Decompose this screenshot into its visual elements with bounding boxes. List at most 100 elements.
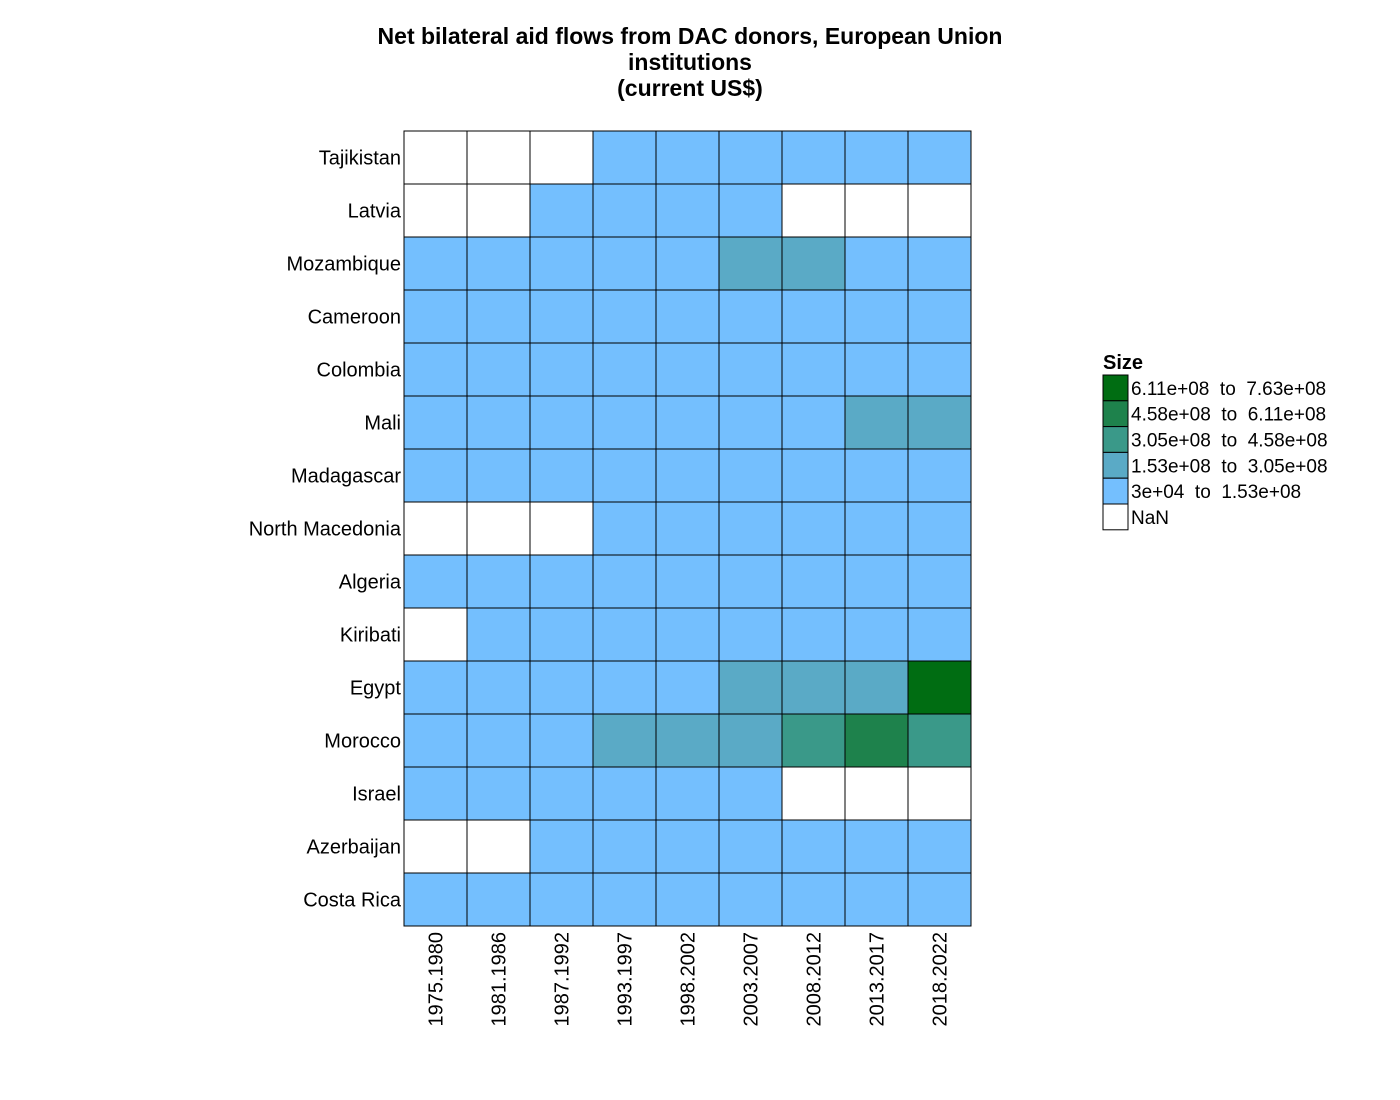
heatmap-cell-latvia-1981.1986 <box>466 183 531 238</box>
heatmap-cell-colombia-2013.2017 <box>844 342 909 397</box>
heatmap-cell-costa-rica-2018.2022 <box>907 872 972 927</box>
y-tick-label-kiribati: Kiribati <box>340 625 401 647</box>
chart-title-line-3: (current US$) <box>617 75 763 101</box>
y-tick-label-north-macedonia: North Macedonia <box>249 519 402 541</box>
heatmap-cell-mozambique-1987.1992 <box>529 236 594 291</box>
legend-label-1: 4.58e+08 to 6.11e+08 <box>1131 405 1326 426</box>
y-tick-label-latvia: Latvia <box>348 201 402 223</box>
heatmap-cell-madagascar-2013.2017 <box>844 448 909 503</box>
heatmap-cell-egypt-1981.1986 <box>466 660 531 715</box>
y-tick-label-colombia: Colombia <box>317 360 402 382</box>
heatmap-cell-tajikistan-1975.1980 <box>403 130 468 185</box>
heatmap-cell-madagascar-1987.1992 <box>529 448 594 503</box>
legend-swatch-3 <box>1102 451 1129 479</box>
heatmap-cell-north-macedonia-1998.2002 <box>655 501 720 556</box>
heatmap-cell-mozambique-2018.2022 <box>907 236 972 291</box>
heatmap-cell-colombia-1998.2002 <box>655 342 720 397</box>
heatmap-cell-azerbaijan-2008.2012 <box>781 819 846 874</box>
legend: Size 6.11e+08 to 7.63e+08 4.58e+08 to 6.11… <box>1102 352 1328 531</box>
heatmap-cell-azerbaijan-1987.1992 <box>529 819 594 874</box>
heatmap-cell-morocco-2008.2012 <box>781 713 846 768</box>
heatmap-cell-cameroon-1998.2002 <box>655 289 720 344</box>
heatmap-cell-colombia-1981.1986 <box>466 342 531 397</box>
heatmap-cell-tajikistan-2013.2017 <box>844 130 909 185</box>
heatmap-cell-colombia-1975.1980 <box>403 342 468 397</box>
heatmap-cell-kiribati-1981.1986 <box>466 607 531 662</box>
heatmap-cell-israel-1975.1980 <box>403 766 468 821</box>
heatmap-cell-algeria-2003.2007 <box>718 554 783 609</box>
heatmap-cell-costa-rica-2013.2017 <box>844 872 909 927</box>
heatmap-cell-kiribati-2013.2017 <box>844 607 909 662</box>
heatmap-cell-israel-2008.2012 <box>781 766 846 821</box>
heatmap-cell-egypt-2008.2012 <box>781 660 846 715</box>
y-tick-label-israel: Israel <box>352 784 401 806</box>
heatmap-cell-latvia-1998.2002 <box>655 183 720 238</box>
heatmap-cell-algeria-2018.2022 <box>907 554 972 609</box>
heatmap-cell-north-macedonia-1993.1997 <box>592 501 657 556</box>
heatmap-cell-colombia-2008.2012 <box>781 342 846 397</box>
heatmap-cell-costa-rica-1987.1992 <box>529 872 594 927</box>
heatmap-cell-madagascar-2018.2022 <box>907 448 972 503</box>
heatmap-cell-azerbaijan-2013.2017 <box>844 819 909 874</box>
heatmap-cell-cameroon-1993.1997 <box>592 289 657 344</box>
heatmap-cell-costa-rica-1975.1980 <box>403 872 468 927</box>
heatmap-cell-tajikistan-2008.2012 <box>781 130 846 185</box>
heatmap-cell-algeria-1975.1980 <box>403 554 468 609</box>
chart-title: Net bilateral aid flows from DAC donors,… <box>378 23 1003 101</box>
heatmap-cell-madagascar-1993.1997 <box>592 448 657 503</box>
x-tick-label-2008.2012: 2008.2012 <box>804 932 826 1027</box>
heatmap-cell-north-macedonia-2013.2017 <box>844 501 909 556</box>
heatmap-cell-cameroon-2008.2012 <box>781 289 846 344</box>
y-tick-label-madagascar: Madagascar <box>291 466 401 488</box>
legend-label-5: NaN <box>1131 508 1169 529</box>
heatmap-cell-morocco-2018.2022 <box>907 713 972 768</box>
heatmap-cell-cameroon-1987.1992 <box>529 289 594 344</box>
heatmap-cell-algeria-1987.1992 <box>529 554 594 609</box>
heatmap-cell-azerbaijan-1993.1997 <box>592 819 657 874</box>
heatmap-cell-north-macedonia-2018.2022 <box>907 501 972 556</box>
legend-label-4: 3e+04 to 1.53e+08 <box>1131 482 1301 503</box>
heatmap-cell-latvia-1975.1980 <box>403 183 468 238</box>
y-tick-label-costa-rica: Costa Rica <box>303 890 402 912</box>
y-tick-label-algeria: Algeria <box>339 572 402 594</box>
heatmap-cell-cameroon-1981.1986 <box>466 289 531 344</box>
heatmap-cell-mozambique-1998.2002 <box>655 236 720 291</box>
heatmap-cell-morocco-1987.1992 <box>529 713 594 768</box>
heatmap-cell-cameroon-2018.2022 <box>907 289 972 344</box>
heatmap-cell-madagascar-2008.2012 <box>781 448 846 503</box>
heatmap-cell-israel-2018.2022 <box>907 766 972 821</box>
heatmap-cell-tajikistan-1998.2002 <box>655 130 720 185</box>
heatmap-cell-costa-rica-2008.2012 <box>781 872 846 927</box>
heatmap-cell-latvia-2003.2007 <box>718 183 783 238</box>
legend-label-3: 1.53e+08 to 3.05e+08 <box>1131 456 1328 477</box>
heatmap-cell-israel-2003.2007 <box>718 766 783 821</box>
heatmap-cell-madagascar-2003.2007 <box>718 448 783 503</box>
heatmap-cell-morocco-1993.1997 <box>592 713 657 768</box>
heatmap-cell-egypt-2003.2007 <box>718 660 783 715</box>
heatmap-cell-latvia-1993.1997 <box>592 183 657 238</box>
heatmap-cell-madagascar-1975.1980 <box>403 448 468 503</box>
heatmap-cell-costa-rica-1993.1997 <box>592 872 657 927</box>
heatmap-cell-latvia-2013.2017 <box>844 183 909 238</box>
heatmap-cell-mozambique-1993.1997 <box>592 236 657 291</box>
heatmap-cell-mali-1981.1986 <box>466 395 531 450</box>
heatmap-cell-kiribati-2018.2022 <box>907 607 972 662</box>
heatmap-cell-latvia-2008.2012 <box>781 183 846 238</box>
heatmap-cell-mali-2013.2017 <box>844 395 909 450</box>
x-tick-label-1993.1997: 1993.1997 <box>615 932 637 1027</box>
heatmap-cell-tajikistan-1993.1997 <box>592 130 657 185</box>
y-tick-label-cameroon: Cameroon <box>308 307 401 329</box>
heatmap-cell-egypt-1998.2002 <box>655 660 720 715</box>
heatmap-cell-mali-2008.2012 <box>781 395 846 450</box>
heatmap-cell-egypt-1993.1997 <box>592 660 657 715</box>
heatmap-cell-costa-rica-2003.2007 <box>718 872 783 927</box>
heatmap-cell-kiribati-2008.2012 <box>781 607 846 662</box>
heatmap-cell-mozambique-2013.2017 <box>844 236 909 291</box>
heatmap-cell-costa-rica-1981.1986 <box>466 872 531 927</box>
heatmap-cell-cameroon-2013.2017 <box>844 289 909 344</box>
heatmap-cell-morocco-2003.2007 <box>718 713 783 768</box>
heatmap-cell-israel-1981.1986 <box>466 766 531 821</box>
heatmap-cell-algeria-1993.1997 <box>592 554 657 609</box>
plot-border <box>403 130 972 927</box>
heatmap-cell-mali-1987.1992 <box>529 395 594 450</box>
